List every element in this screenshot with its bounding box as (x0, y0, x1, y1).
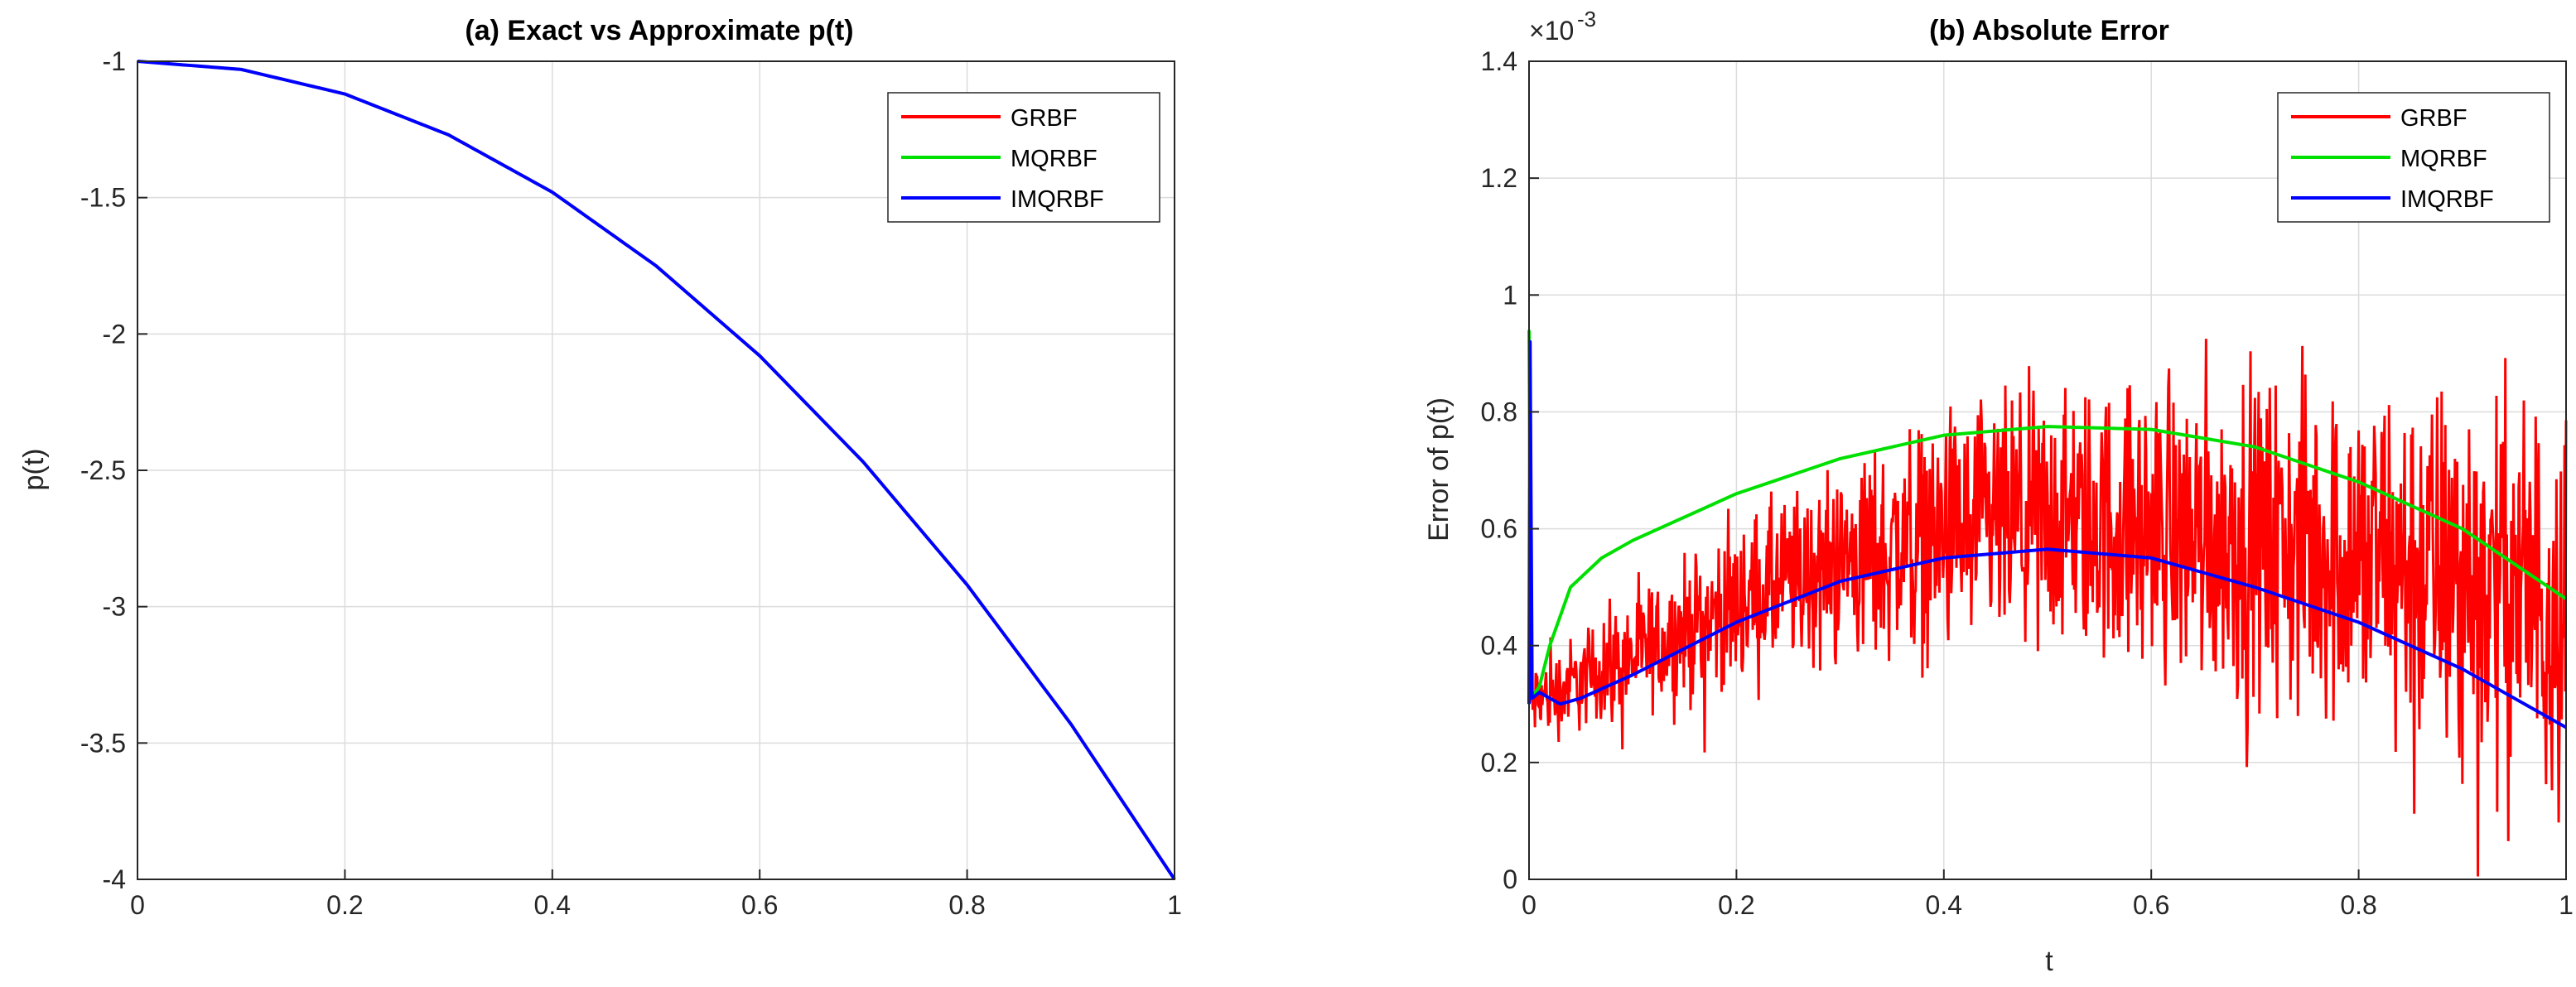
legend-label-imqrbf: IMQRBF (1011, 186, 1104, 213)
panel-b-y-tick-label: 1.4 (1481, 46, 1517, 76)
panel-a-x-tick-label: 1 (1167, 890, 1182, 920)
exponent-base: ×10 (1529, 16, 1574, 46)
panel-a-exact-vs-approx: (a) Exact vs Approximate p(t) p(t) 0 0.2 0… (18, 15, 1182, 920)
panel-b-y-ticks: 0 0.2 0.4 0.6 0.8 1 1.2 1.4 (1481, 46, 1539, 894)
panel-b-x-tick-label: 0 (1522, 890, 1536, 920)
panel-a-y-axis-label: p(t) (18, 449, 50, 491)
panel-b-x-axis-label: t (2045, 946, 2053, 977)
panel-b-x-tick-label: 0.4 (1926, 890, 1962, 920)
legend-item-grbf[interactable]: GRBF (901, 105, 1078, 132)
panel-b-exponent-label: ×10 -3 (1529, 7, 1596, 46)
panel-b-absolute-error: (b) Absolute Error Error of p(t) t ×10 -… (1423, 7, 2574, 977)
panel-b-y-tick-label: 0.4 (1481, 631, 1517, 661)
panel-a-y-tick-label: -3.5 (80, 728, 126, 758)
panel-b-x-ticks: 0 0.2 0.4 0.6 0.8 1 (1522, 869, 2574, 920)
panel-b-series-imqrbf (1527, 339, 2567, 729)
panel-b-y-tick-label: 0 (1503, 864, 1517, 894)
panel-a-y-tick-label: -1 (103, 46, 126, 76)
panel-a-y-ticks: -1 -1.5 -2 -2.5 -3 -3.5 -4 (80, 46, 147, 894)
panel-a-legend: GRBF MQRBF IMQRBF (887, 92, 1160, 223)
panel-a-y-tick-label: -1.5 (80, 183, 126, 213)
panel-a-y-tick-label: -4 (103, 864, 126, 894)
panel-b-series-mqrbf (1527, 330, 2568, 701)
panel-b-y-tick-label: 0.2 (1481, 748, 1517, 778)
panel-b-title: (b) Absolute Error (1929, 15, 2169, 46)
panel-a-title: (a) Exact vs Approximate p(t) (465, 15, 853, 46)
panel-b-y-tick-label: 1.2 (1481, 163, 1517, 193)
legend-label-grbf: GRBF (2400, 105, 2467, 132)
legend-item-mqrbf[interactable]: MQRBF (2291, 146, 2487, 172)
panel-a-series (137, 60, 1176, 881)
panel-b-x-tick-label: 1 (2559, 890, 2574, 920)
legend-label-imqrbf: IMQRBF (2400, 186, 2494, 213)
panel-a-y-tick-label: -2 (103, 319, 126, 349)
exponent-power: -3 (1577, 7, 1596, 31)
panel-a-y-tick-label: -3 (103, 592, 126, 622)
panel-a-x-tick-label: 0.4 (534, 890, 571, 920)
panel-b-y-tick-label: 0.8 (1481, 397, 1517, 426)
legend-item-imqrbf[interactable]: IMQRBF (2291, 186, 2494, 213)
panel-a-x-tick-label: 0 (130, 890, 145, 920)
legend-label-mqrbf: MQRBF (2400, 146, 2487, 172)
panel-a-y-tick-label: -2.5 (80, 455, 126, 485)
legend-item-mqrbf[interactable]: MQRBF (901, 146, 1097, 172)
legend-label-grbf: GRBF (1011, 105, 1078, 132)
panel-a-x-tick-label: 0.8 (948, 890, 985, 920)
panel-b-legend: GRBF MQRBF IMQRBF (2277, 92, 2550, 223)
legend-label-mqrbf: MQRBF (1011, 146, 1097, 172)
panel-b-y-tick-label: 0.6 (1481, 514, 1517, 544)
panel-a-x-tick-label: 0.6 (741, 890, 778, 920)
panel-b-x-tick-label: 0.2 (1718, 890, 1754, 920)
legend-item-grbf[interactable]: GRBF (2291, 105, 2467, 132)
panel-b-axes-box (1528, 60, 2567, 880)
panel-b-x-tick-label: 0.8 (2340, 890, 2376, 920)
legend-item-imqrbf[interactable]: IMQRBF (901, 186, 1104, 213)
panel-b-y-tick-label: 1 (1503, 280, 1517, 310)
panel-a-x-tick-label: 0.2 (326, 890, 363, 920)
panel-b-y-axis-label: Error of p(t) (1423, 397, 1454, 542)
panel-b-x-tick-label: 0.6 (2133, 890, 2169, 920)
panel-a-x-ticks: 0 0.2 0.4 0.6 0.8 1 (130, 869, 1182, 920)
panel-b-series-grbf (1527, 339, 2568, 877)
panel-a-series-imqrbf (137, 60, 1176, 881)
panel-b-series (1527, 330, 2568, 877)
